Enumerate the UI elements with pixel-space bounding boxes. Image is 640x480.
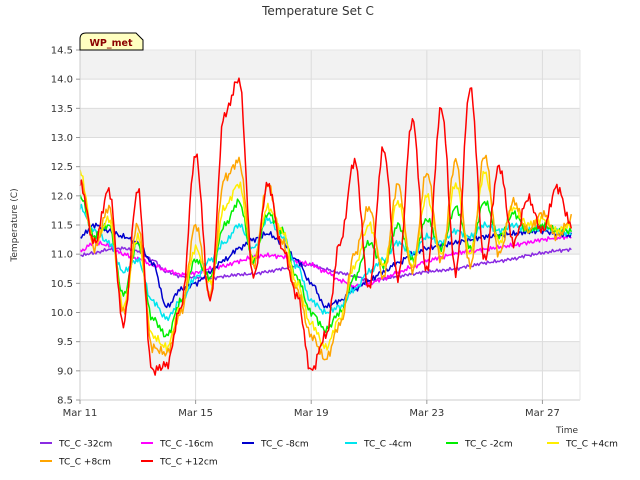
y-axis-title: Temperature (C) — [10, 188, 20, 262]
series-line-4 — [79, 203, 572, 322]
x-axis-title: Time — [555, 426, 578, 436]
series-layer — [79, 77, 573, 376]
legend-label: TC_C +12cm — [159, 458, 218, 468]
legend-item-1: TC_C -32cm — [40, 440, 112, 450]
legend-item-7: TC_C +8cm — [40, 458, 111, 468]
series-line-8 — [79, 77, 573, 376]
series-line-2 — [79, 234, 572, 289]
series-line-5 — [79, 194, 573, 338]
legend-item-6: TC_C +4cm — [547, 440, 618, 450]
y-tick-label: 13.5 — [51, 104, 73, 115]
series-line-6 — [79, 169, 572, 352]
badge-label: WP_met — [89, 38, 133, 49]
grid-band — [80, 108, 580, 138]
legend-label: TC_C -16cm — [159, 440, 213, 450]
series-line-7 — [80, 154, 573, 361]
legend-label: TC_C -2cm — [464, 440, 513, 450]
x-tick-label: Mar 15 — [178, 408, 213, 419]
y-tick-label: 12.0 — [51, 191, 73, 202]
x-tick-label: Mar 19 — [294, 408, 329, 419]
x-axis-ticks: Mar 11 Mar 15 Mar 19 Mar 23 Mar 27 — [63, 400, 560, 419]
y-axis-ticks: 8.5 9.0 9.5 10.0 10.5 11.0 11.5 12.0 12.5 13.0 13.… — [51, 46, 80, 407]
y-tick-label: 13.0 — [51, 133, 73, 144]
y-tick-label: 11.5 — [51, 221, 73, 232]
legend-item-5: TC_C -2cm — [446, 440, 513, 450]
legend-label: TC_C +8cm — [58, 458, 111, 468]
y-tick-label: 9.0 — [57, 366, 73, 377]
legend-item-4: TC_C -4cm — [345, 440, 412, 450]
legend-label: TC_C -8cm — [260, 440, 309, 450]
x-tick-label: Mar 27 — [525, 408, 560, 419]
chart-title: Temperature Set C — [261, 4, 374, 18]
y-tick-label: 9.5 — [57, 337, 73, 348]
legend-label: TC_C -4cm — [363, 440, 412, 450]
legend-item-8: TC_C +12cm — [141, 458, 218, 468]
y-tick-label: 12.5 — [51, 162, 73, 173]
legend-item-2: TC_C -16cm — [141, 440, 213, 450]
grid-band — [80, 50, 580, 80]
legend-label: TC_C -32cm — [58, 440, 112, 450]
y-tick-label: 14.5 — [51, 46, 73, 57]
x-tick-label: Mar 23 — [409, 408, 444, 419]
y-tick-label: 11.0 — [51, 250, 73, 261]
y-tick-label: 14.0 — [51, 75, 73, 86]
y-tick-label: 10.0 — [51, 308, 73, 319]
y-tick-label: 8.5 — [57, 396, 73, 407]
x-tick-label: Mar 11 — [63, 408, 98, 419]
legend: TC_C -32cm TC_C -16cm TC_C -8cm TC_C -4cm TC… — [40, 440, 618, 468]
y-tick-label: 10.5 — [51, 279, 73, 290]
legend-item-3: TC_C -8cm — [242, 440, 309, 450]
wp-met-badge: WP_met — [79, 32, 144, 51]
legend-label: TC_C +4cm — [565, 440, 618, 450]
